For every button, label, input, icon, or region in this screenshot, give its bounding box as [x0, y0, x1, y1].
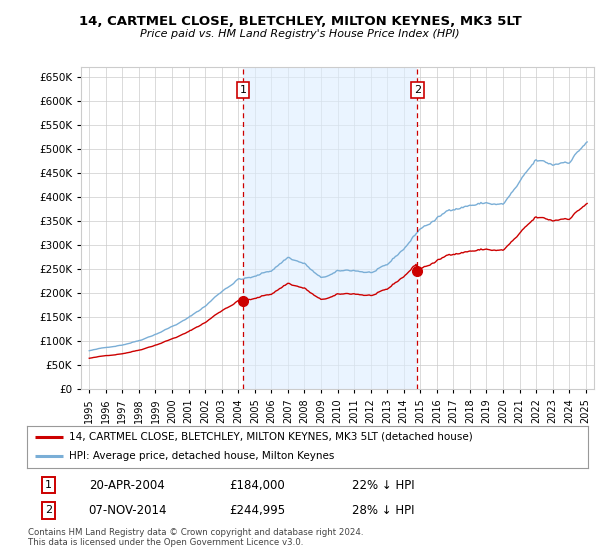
Text: Price paid vs. HM Land Registry's House Price Index (HPI): Price paid vs. HM Land Registry's House … [140, 29, 460, 39]
Text: 14, CARTMEL CLOSE, BLETCHLEY, MILTON KEYNES, MK3 5LT: 14, CARTMEL CLOSE, BLETCHLEY, MILTON KEY… [79, 15, 521, 27]
Text: 1: 1 [239, 85, 247, 95]
Text: 28% ↓ HPI: 28% ↓ HPI [352, 504, 415, 517]
Bar [243, 67, 418, 389]
Text: 2: 2 [45, 506, 52, 515]
Text: 20-APR-2004: 20-APR-2004 [89, 479, 164, 492]
Text: HPI: Average price, detached house, Milton Keynes: HPI: Average price, detached house, Milt… [69, 451, 334, 461]
Text: 07-NOV-2014: 07-NOV-2014 [89, 504, 167, 517]
Text: £184,000: £184,000 [229, 479, 285, 492]
Text: £244,995: £244,995 [229, 504, 285, 517]
Text: 1: 1 [45, 480, 52, 490]
Text: 22% ↓ HPI: 22% ↓ HPI [352, 479, 415, 492]
Text: 14, CARTMEL CLOSE, BLETCHLEY, MILTON KEYNES, MK3 5LT (detached house): 14, CARTMEL CLOSE, BLETCHLEY, MILTON KEY… [69, 432, 473, 442]
Text: 2: 2 [414, 85, 421, 95]
Text: Contains HM Land Registry data © Crown copyright and database right 2024.
This d: Contains HM Land Registry data © Crown c… [28, 528, 364, 548]
